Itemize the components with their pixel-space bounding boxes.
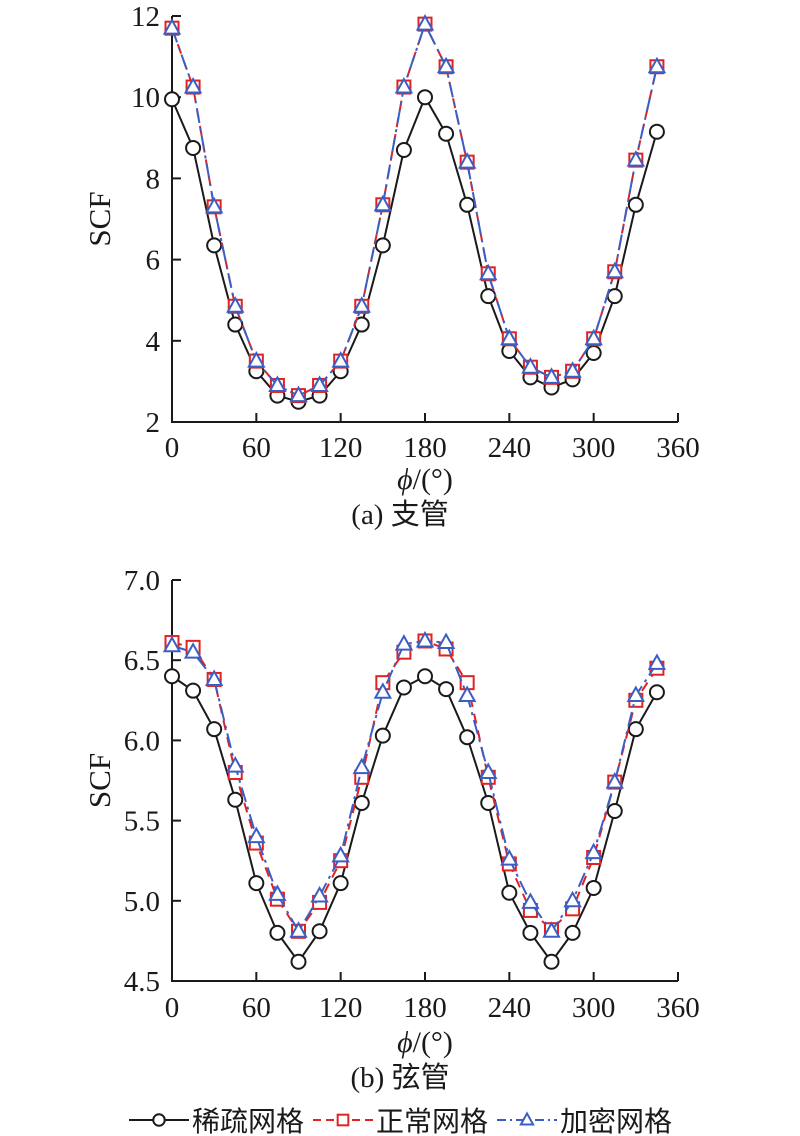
caption-chord-pipe: (b) 弦管: [350, 1062, 450, 1094]
svg-text:180: 180: [403, 992, 447, 1024]
svg-text:6.5: 6.5: [124, 645, 160, 677]
chart-chord-pipe-scf: 4.5 5.0 5.5 6.0 6.5 7.0 0 60 120 180 240 300 360 SCF ϕ…: [82, 565, 700, 1059]
sparse-mesh-line-circle-icon: [128, 1113, 189, 1127]
refined-mesh-line-triangle-icon: [497, 1111, 557, 1126]
svg-text:360: 360: [656, 432, 700, 464]
svg-text:SCF: SCF: [82, 753, 117, 808]
svg-text:4.5: 4.5: [124, 966, 160, 998]
svg-text:300: 300: [572, 432, 616, 464]
normal-mesh-line-square-icon: [312, 1113, 373, 1127]
svg-text:60: 60: [242, 432, 271, 464]
svg-text:5.5: 5.5: [124, 806, 160, 838]
legend-label-sparse-mesh: 稀疏网格: [191, 1107, 304, 1136]
svg-text:120: 120: [319, 992, 363, 1024]
legend-item-normal-mesh: 正常网格: [312, 1100, 488, 1136]
svg-text:8: 8: [146, 163, 161, 195]
svg-text:2: 2: [146, 407, 161, 439]
svg-text:180: 180: [403, 432, 447, 464]
svg-text:7.0: 7.0: [124, 565, 160, 597]
svg-text:4: 4: [146, 326, 161, 358]
svg-text:240: 240: [488, 992, 532, 1024]
chart-legend: 稀疏网格 正常网格 加密网格: [0, 1102, 800, 1136]
svg-text:ϕ/(°): ϕ/(°): [397, 1026, 453, 1059]
caption-branch-pipe: (a) 支管: [351, 499, 449, 531]
svg-text:SCF: SCF: [82, 191, 117, 246]
svg-text:120: 120: [319, 432, 363, 464]
legend-item-sparse-mesh: 稀疏网格: [128, 1100, 304, 1136]
svg-text:0: 0: [165, 432, 180, 464]
svg-text:6: 6: [146, 245, 161, 277]
svg-text:ϕ/(°): ϕ/(°): [397, 463, 453, 496]
svg-text:360: 360: [656, 992, 700, 1024]
svg-text:12: 12: [131, 1, 160, 33]
svg-text:5.0: 5.0: [124, 886, 160, 918]
legend-label-normal-mesh: 正常网格: [375, 1107, 488, 1136]
svg-text:60: 60: [242, 992, 271, 1024]
svg-text:10: 10: [131, 82, 160, 114]
svg-text:300: 300: [572, 992, 616, 1024]
legend-item-refined-mesh: 加密网格: [496, 1100, 672, 1136]
svg-text:240: 240: [488, 432, 532, 464]
svg-text:6.0: 6.0: [124, 725, 160, 757]
legend-label-refined-mesh: 加密网格: [560, 1107, 673, 1136]
svg-text:0: 0: [165, 992, 180, 1024]
